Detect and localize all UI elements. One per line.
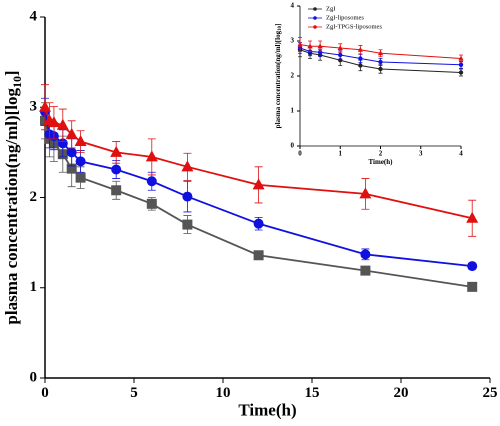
marker: [297, 41, 303, 47]
x-axis-label: Time(h): [238, 400, 296, 419]
marker: [111, 185, 122, 196]
marker: [467, 261, 478, 272]
y-tick-label: 3: [30, 99, 38, 115]
y-axis-label: plasma concentration(ng/ml)[log10]: [2, 70, 24, 324]
legend-marker: [313, 25, 317, 29]
x-tick-label: 20: [394, 385, 409, 401]
marker: [181, 160, 194, 172]
legend-label: ZgI: [326, 5, 335, 12]
x-axis-label: Time(h): [369, 158, 394, 166]
x-tick-label: 25: [483, 385, 498, 401]
inset-background: [270, 0, 469, 168]
legend-marker: [313, 7, 317, 11]
marker: [182, 219, 193, 230]
marker: [75, 156, 86, 167]
marker: [378, 59, 383, 65]
y-tick-label: 1: [291, 107, 295, 115]
y-axis-label: plasma concentration(ng/ml)[log10]: [274, 24, 284, 129]
x-tick-label: 3: [419, 150, 423, 158]
y-axis-label-part: 10: [278, 25, 283, 30]
marker: [74, 135, 87, 147]
x-tick-label: 1: [339, 150, 343, 158]
marker: [145, 150, 158, 162]
y-axis-label-part: ]: [274, 24, 282, 26]
legend-label: ZgI-TPGS-liposomes: [326, 23, 382, 30]
marker: [66, 163, 77, 174]
marker: [56, 118, 69, 130]
y-axis-label-part: ]: [2, 70, 21, 76]
legend-marker: [313, 16, 317, 20]
marker: [252, 178, 265, 190]
x-tick-label: 5: [130, 385, 138, 401]
marker: [111, 164, 122, 175]
marker: [458, 70, 464, 75]
marker: [182, 191, 193, 202]
marker: [253, 250, 264, 261]
marker: [317, 43, 323, 49]
marker: [467, 281, 478, 292]
marker: [146, 176, 157, 187]
marker: [338, 52, 343, 58]
x-tick-label: 4: [459, 150, 463, 158]
x-tick-label: 0: [298, 150, 302, 158]
marker: [66, 147, 77, 158]
marker: [458, 55, 464, 61]
y-axis-label-part: plasma concentration(ng/ml)[log: [2, 88, 21, 325]
marker: [358, 56, 363, 61]
marker: [65, 127, 78, 139]
y-tick-label: 0: [30, 369, 38, 385]
y-tick-label: 2: [291, 72, 295, 80]
y-axis-label-part: 10: [10, 76, 24, 88]
marker: [360, 249, 371, 260]
y-axis-label-part: plasma concentration(ng/ml)[log: [274, 30, 282, 128]
marker: [377, 50, 384, 56]
marker: [378, 66, 383, 72]
marker: [337, 45, 343, 50]
x-tick-label: 0: [41, 385, 49, 401]
x-tick-label: 15: [305, 385, 320, 401]
marker: [57, 138, 68, 149]
marker: [359, 187, 372, 199]
marker: [307, 43, 313, 49]
marker: [146, 198, 157, 209]
y-tick-label: 0: [291, 142, 295, 150]
marker: [466, 211, 479, 223]
marker: [39, 100, 51, 112]
marker: [47, 116, 60, 128]
x-tick-label: 2: [379, 150, 383, 158]
marker: [458, 62, 464, 67]
marker: [360, 265, 371, 276]
marker: [358, 63, 363, 68]
marker: [357, 46, 364, 52]
y-tick-label: 4: [30, 8, 38, 24]
inset-chart: 0 1 2 3 4 0 1 2 3 4 Time(h) plasma concentration(ng…: [270, 0, 469, 168]
legend-label: ZgI-liposomes: [326, 14, 364, 21]
marker: [253, 218, 264, 229]
y-tick-label: 3: [291, 37, 295, 45]
y-tick-label: 2: [30, 189, 38, 205]
y-tick-label: 4: [291, 2, 295, 10]
x-tick-label: 10: [216, 385, 231, 401]
marker: [110, 145, 123, 157]
marker: [75, 172, 86, 183]
y-tick-label: 1: [30, 279, 38, 295]
